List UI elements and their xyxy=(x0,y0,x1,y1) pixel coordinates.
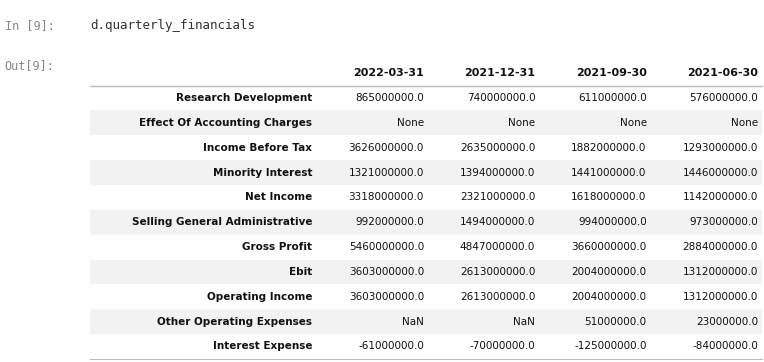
Text: 2004000000.0: 2004000000.0 xyxy=(571,267,646,277)
Text: 2004000000.0: 2004000000.0 xyxy=(571,292,646,302)
Text: 1446000000.0: 1446000000.0 xyxy=(683,168,758,177)
Text: 2635000000.0: 2635000000.0 xyxy=(460,143,536,153)
Text: 1312000000.0: 1312000000.0 xyxy=(683,267,758,277)
Text: 865000000.0: 865000000.0 xyxy=(355,93,424,103)
Text: 992000000.0: 992000000.0 xyxy=(355,217,424,227)
Text: 1394000000.0: 1394000000.0 xyxy=(460,168,536,177)
Text: 2022-03-31: 2022-03-31 xyxy=(353,68,424,78)
Text: NaN: NaN xyxy=(513,317,536,327)
Text: Operating Income: Operating Income xyxy=(207,292,312,302)
Text: 3603000000.0: 3603000000.0 xyxy=(348,267,424,277)
Text: 3626000000.0: 3626000000.0 xyxy=(348,143,424,153)
Text: 2613000000.0: 2613000000.0 xyxy=(460,267,536,277)
Text: 1321000000.0: 1321000000.0 xyxy=(348,168,424,177)
Text: Gross Profit: Gross Profit xyxy=(242,242,312,252)
Text: None: None xyxy=(397,118,424,128)
Text: 740000000.0: 740000000.0 xyxy=(467,93,536,103)
Text: 1142000000.0: 1142000000.0 xyxy=(683,192,758,202)
Text: 3318000000.0: 3318000000.0 xyxy=(348,192,424,202)
Bar xyxy=(90,309,762,334)
Text: 973000000.0: 973000000.0 xyxy=(689,217,758,227)
Text: 5460000000.0: 5460000000.0 xyxy=(348,242,424,252)
Text: 51000000.0: 51000000.0 xyxy=(584,317,646,327)
Text: None: None xyxy=(508,118,536,128)
Text: Interest Expense: Interest Expense xyxy=(213,341,312,352)
Text: 1441000000.0: 1441000000.0 xyxy=(571,168,646,177)
Text: -84000000.0: -84000000.0 xyxy=(692,341,758,352)
Text: -61000000.0: -61000000.0 xyxy=(358,341,424,352)
Text: 2884000000.0: 2884000000.0 xyxy=(683,242,758,252)
Text: 1494000000.0: 1494000000.0 xyxy=(460,217,536,227)
Text: None: None xyxy=(620,118,646,128)
Text: 2321000000.0: 2321000000.0 xyxy=(460,192,536,202)
Text: 2021-06-30: 2021-06-30 xyxy=(687,68,758,78)
Text: 2021-09-30: 2021-09-30 xyxy=(576,68,646,78)
Bar xyxy=(90,110,762,135)
Text: Minority Interest: Minority Interest xyxy=(213,168,312,177)
Text: NaN: NaN xyxy=(402,317,424,327)
Bar xyxy=(90,260,762,285)
Text: Effect Of Accounting Charges: Effect Of Accounting Charges xyxy=(140,118,312,128)
Text: Research Development: Research Development xyxy=(176,93,312,103)
Text: 1293000000.0: 1293000000.0 xyxy=(683,143,758,153)
Text: 3603000000.0: 3603000000.0 xyxy=(348,292,424,302)
Text: Selling General Administrative: Selling General Administrative xyxy=(132,217,312,227)
Text: 2613000000.0: 2613000000.0 xyxy=(460,292,536,302)
Text: d.quarterly_financials: d.quarterly_financials xyxy=(90,19,255,32)
Text: -125000000.0: -125000000.0 xyxy=(575,341,646,352)
Text: Net Income: Net Income xyxy=(245,192,312,202)
Text: 611000000.0: 611000000.0 xyxy=(578,93,646,103)
Text: Ebit: Ebit xyxy=(290,267,312,277)
Text: None: None xyxy=(731,118,758,128)
Text: 1618000000.0: 1618000000.0 xyxy=(571,192,646,202)
Bar xyxy=(90,210,762,235)
Text: In [9]:: In [9]: xyxy=(5,19,54,32)
Text: Out[9]:: Out[9]: xyxy=(5,59,54,72)
Text: Income Before Tax: Income Before Tax xyxy=(203,143,312,153)
Text: 576000000.0: 576000000.0 xyxy=(689,93,758,103)
Text: 1312000000.0: 1312000000.0 xyxy=(683,292,758,302)
Text: 3660000000.0: 3660000000.0 xyxy=(571,242,646,252)
Text: -70000000.0: -70000000.0 xyxy=(470,341,536,352)
Text: Other Operating Expenses: Other Operating Expenses xyxy=(157,317,312,327)
Text: 4847000000.0: 4847000000.0 xyxy=(460,242,536,252)
Text: 23000000.0: 23000000.0 xyxy=(696,317,758,327)
Text: 1882000000.0: 1882000000.0 xyxy=(571,143,646,153)
Text: 994000000.0: 994000000.0 xyxy=(578,217,646,227)
Bar xyxy=(90,160,762,185)
Text: 2021-12-31: 2021-12-31 xyxy=(465,68,536,78)
